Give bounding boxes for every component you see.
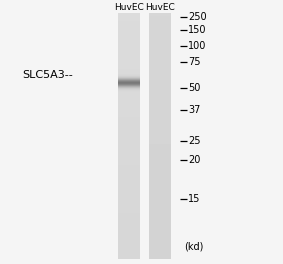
Text: 50: 50 [188,83,201,93]
Text: 150: 150 [188,25,207,35]
Text: HuvEC: HuvEC [145,3,175,12]
Text: 20: 20 [188,155,201,165]
Text: 25: 25 [188,136,201,146]
Text: HuvEC: HuvEC [114,3,144,12]
Text: 15: 15 [188,194,201,204]
Text: SLC5A3--: SLC5A3-- [23,70,73,80]
Text: (kd): (kd) [184,242,203,252]
Text: 75: 75 [188,57,201,67]
Text: 100: 100 [188,41,207,51]
Text: 250: 250 [188,12,207,22]
Text: 37: 37 [188,105,201,115]
